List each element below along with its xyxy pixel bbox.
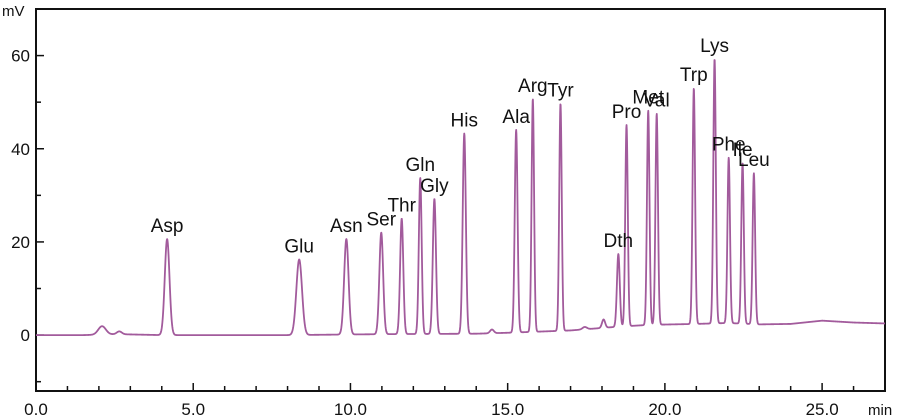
peak-label-gln: Gln: [405, 155, 435, 176]
peak-label-trp: Trp: [680, 65, 708, 86]
y-tick-label: 60: [11, 47, 30, 66]
peak-label-thr: Thr: [387, 196, 416, 217]
peak-label-his: His: [451, 110, 478, 131]
x-tick-label: 25.0: [806, 400, 839, 418]
peak-label-asp: Asp: [151, 216, 184, 237]
peak-label-gly: Gly: [420, 176, 449, 197]
peak-label-tyr: Tyr: [547, 80, 574, 101]
peak-label-ile: Ile: [733, 140, 753, 161]
peak-label-dth: Dth: [604, 231, 634, 252]
x-axis-unit-label: min: [868, 402, 892, 418]
y-axis-unit-label: mV: [2, 3, 25, 20]
peak-label-arg: Arg: [518, 76, 548, 97]
chromatogram-trace: [35, 59, 886, 336]
y-tick-label: 40: [11, 140, 30, 159]
peak-label-glu: Glu: [284, 237, 314, 258]
peak-label-ala: Ala: [502, 107, 530, 128]
x-tick-label: 10.0: [334, 400, 367, 418]
y-tick-label: 20: [11, 233, 30, 252]
x-tick-label: 0.0: [24, 400, 48, 418]
peak-label-leu: Leu: [738, 150, 770, 171]
peak-label-phe: Phe: [712, 135, 746, 156]
peak-label-asn: Asn: [330, 216, 363, 237]
plot-area-frame: [35, 8, 886, 392]
x-axis: 0.0 5.0 10.0 15.0 20.0 25.0: [24, 383, 886, 418]
peak-label-pro: Pro: [612, 102, 642, 123]
peak-label-ser: Ser: [366, 210, 396, 231]
x-tick-label: 20.0: [648, 400, 681, 418]
x-tick-label: 5.0: [181, 400, 205, 418]
x-tick-label: 15.0: [491, 400, 524, 418]
y-axis: 0 20 40 60: [11, 8, 44, 383]
peak-label-lys: Lys: [700, 36, 729, 57]
peak-label-met: Met: [632, 88, 664, 109]
y-tick-label: 0: [21, 326, 30, 345]
peak-label-val: Val: [644, 91, 670, 112]
